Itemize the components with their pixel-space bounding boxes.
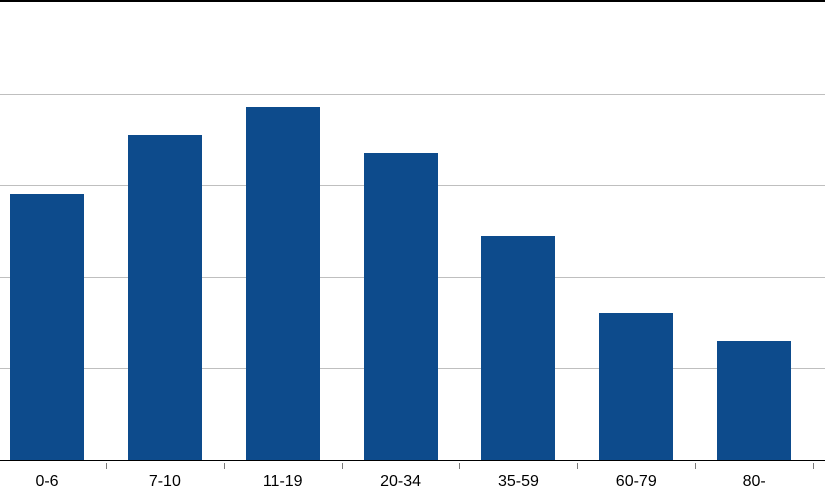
plot-area <box>0 0 825 460</box>
x-axis-label: 60-79 <box>577 473 695 491</box>
x-axis-label: 35-59 <box>459 473 577 491</box>
x-tick <box>106 463 107 469</box>
bar <box>128 135 202 460</box>
x-tick <box>342 463 343 469</box>
x-axis-label: 0-6 <box>0 473 106 491</box>
bar <box>246 107 320 460</box>
x-axis-label: 11-19 <box>224 473 342 491</box>
x-tick <box>459 463 460 469</box>
x-tick <box>695 463 696 469</box>
bar <box>599 313 673 460</box>
x-axis-line <box>0 460 825 461</box>
x-axis-label: 7-10 <box>106 473 224 491</box>
bar <box>481 236 555 460</box>
x-axis-label: 80- <box>695 473 813 491</box>
x-tick <box>577 463 578 469</box>
bar <box>10 194 84 460</box>
bar-chart: 0-67-1011-1920-3435-5960-7980- <box>0 0 825 503</box>
x-tick <box>224 463 225 469</box>
gridline <box>0 94 825 95</box>
x-axis-labels: 0-67-1011-1920-3435-5960-7980- <box>0 463 825 503</box>
bar <box>364 153 438 460</box>
x-axis-label: 20-34 <box>342 473 460 491</box>
bar <box>717 341 791 460</box>
x-tick <box>813 463 814 469</box>
